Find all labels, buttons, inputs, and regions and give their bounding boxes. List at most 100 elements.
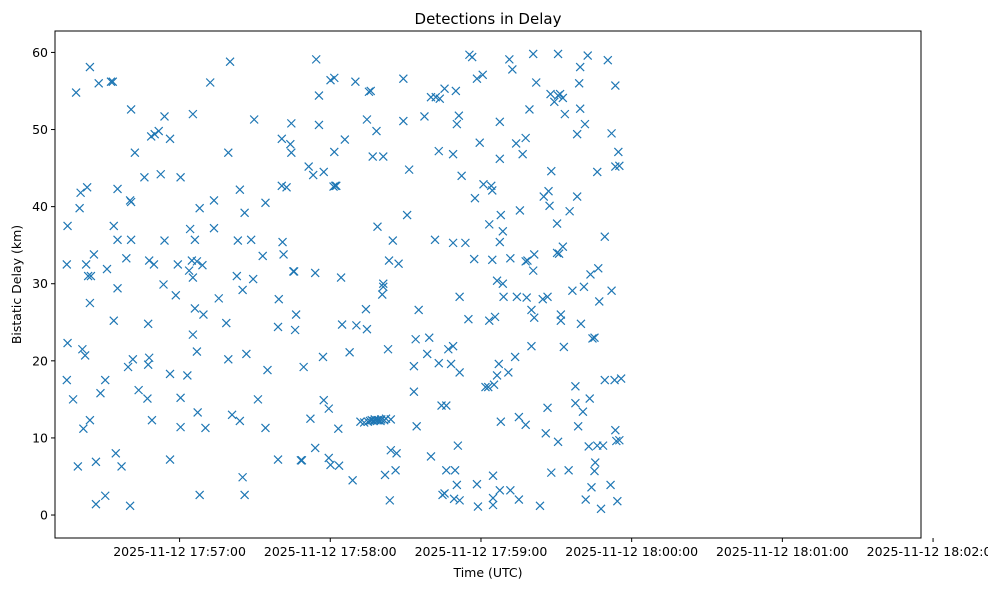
data-point-marker [128, 354, 138, 364]
data-point-marker [277, 181, 287, 191]
data-point-marker [483, 382, 493, 392]
data-point-marker [71, 88, 81, 97]
data-point-marker [318, 352, 328, 362]
data-point-marker [246, 235, 256, 245]
data-point-marker [78, 424, 88, 434]
data-point-marker [611, 436, 621, 446]
data-point-marker [581, 495, 591, 505]
data-point-marker [109, 316, 119, 326]
y-tick-label: 20 [32, 353, 48, 368]
data-point-marker [113, 283, 122, 293]
data-point-marker [282, 182, 291, 192]
data-point-marker [337, 320, 347, 330]
data-point-marker [125, 501, 135, 511]
data-point-marker [560, 109, 570, 119]
data-point-marker [552, 219, 562, 229]
x-tick-label: 2025-11-12 17:58:00 [264, 544, 397, 559]
data-point-marker [579, 282, 589, 292]
data-point-marker [188, 109, 198, 119]
data-point-marker [575, 62, 585, 72]
data-point-marker [232, 271, 242, 281]
data-point-marker [546, 166, 556, 176]
data-point-marker [590, 466, 599, 476]
data-point-marker [238, 285, 248, 295]
data-point-marker [528, 266, 538, 276]
data-point-marker [182, 371, 192, 380]
data-point-marker [495, 485, 505, 495]
data-point-marker [450, 465, 460, 475]
data-point-marker [496, 210, 506, 220]
data-point-marker [590, 333, 599, 343]
data-point-marker [472, 479, 482, 489]
data-point-marker [487, 255, 497, 265]
data-point-marker [249, 115, 259, 124]
x-tick-label: 2025-11-12 17:57:00 [113, 544, 246, 559]
data-point-marker [333, 424, 343, 434]
data-point-marker [149, 260, 159, 269]
data-point-marker [507, 64, 517, 74]
data-point-marker [85, 415, 95, 425]
data-point-marker [498, 279, 508, 289]
data-point-marker [324, 404, 334, 414]
data-point-marker [209, 223, 219, 233]
data-point-marker [96, 388, 105, 398]
data-point-marker [607, 128, 616, 138]
data-point-marker [351, 320, 361, 330]
chart-title: Detections in Delay [415, 10, 562, 28]
data-point-marker [614, 435, 624, 445]
data-point-marker [422, 349, 432, 359]
data-point-marker [409, 387, 419, 397]
y-axis-title: Bistatic Delay (km) [9, 225, 24, 344]
data-point-marker [143, 394, 152, 404]
data-point-marker [583, 51, 593, 60]
data-point-marker [221, 318, 231, 328]
data-point-marker [598, 441, 608, 451]
data-point-marker [475, 138, 485, 148]
data-point-marker [452, 119, 462, 129]
data-point-marker [455, 292, 465, 302]
data-point-marker [223, 148, 233, 158]
data-point-marker [364, 87, 374, 97]
data-point-marker [546, 89, 555, 99]
data-point-marker [600, 232, 610, 242]
data-point-marker [610, 375, 620, 385]
data-point-marker [201, 423, 210, 433]
data-point-marker [430, 235, 440, 245]
data-point-marker [505, 485, 515, 495]
data-point-marker [273, 455, 283, 464]
data-point-marker [81, 260, 91, 269]
data-point-marker [89, 250, 99, 259]
data-point-marker [330, 181, 340, 191]
data-point-marker [80, 351, 90, 360]
data-point-marker [319, 167, 329, 177]
data-point-marker [588, 334, 597, 343]
data-point-marker [171, 290, 181, 300]
x-tick-label: 2025-11-12 17:59:00 [415, 544, 548, 559]
data-point-marker [82, 182, 92, 192]
data-point-marker [160, 236, 169, 245]
data-point-marker [85, 62, 95, 72]
data-point-marker [385, 495, 395, 505]
data-point-marker [380, 470, 390, 480]
data-point-marker [449, 494, 459, 504]
data-point-marker [388, 236, 398, 245]
y-tick-label: 50 [32, 122, 48, 137]
data-point-marker [455, 367, 465, 377]
data-point-marker [314, 120, 324, 130]
data-point-marker [241, 349, 251, 359]
data-point-marker [412, 421, 422, 431]
data-point-marker [378, 152, 388, 161]
data-point-marker [235, 416, 245, 426]
data-point-marker [77, 344, 87, 354]
data-point-marker [139, 172, 149, 182]
data-point-marker [130, 148, 140, 158]
data-point-marker [573, 421, 583, 431]
data-point-marker [113, 235, 122, 245]
data-point-marker [334, 461, 344, 471]
data-point-marker [350, 77, 360, 87]
data-point-marker [173, 260, 183, 269]
data-point-marker [580, 119, 590, 129]
data-point-marker [345, 347, 355, 357]
data-point-marker [527, 341, 536, 351]
